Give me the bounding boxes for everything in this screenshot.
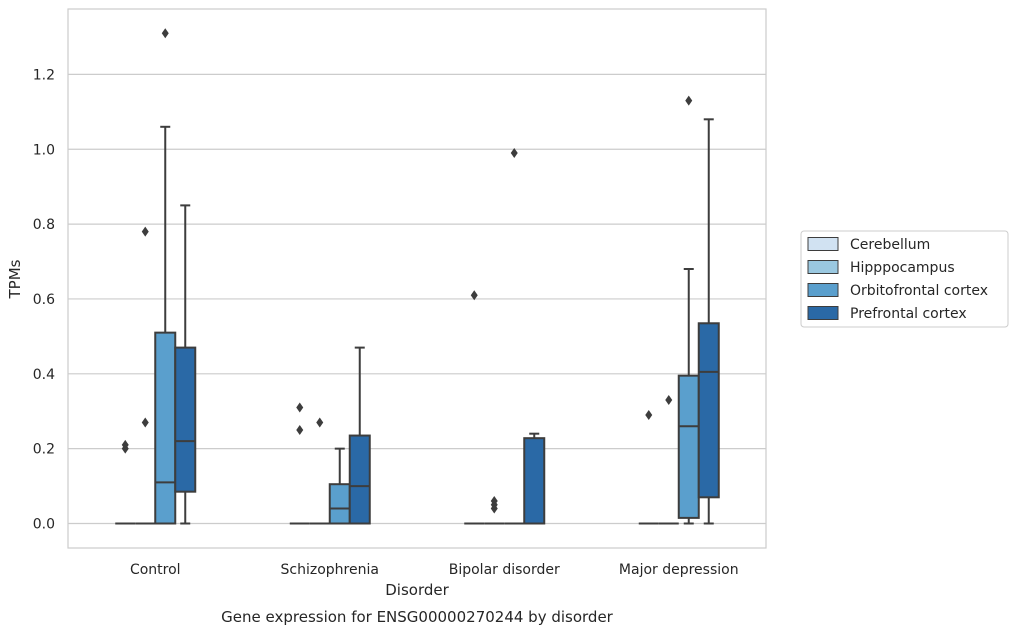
box-group bbox=[135, 226, 156, 525]
box-group bbox=[658, 394, 679, 525]
x-tick-label: Control bbox=[130, 562, 181, 578]
y-axis-label: TPMs bbox=[6, 259, 24, 299]
legend-swatch bbox=[807, 306, 839, 320]
box-group bbox=[697, 118, 720, 525]
box-group bbox=[309, 417, 330, 525]
outlier-point bbox=[645, 409, 653, 420]
x-tick-label: Major depression bbox=[619, 562, 739, 578]
box-group bbox=[677, 95, 700, 525]
outlier-point bbox=[161, 28, 169, 39]
box-group bbox=[484, 496, 505, 525]
box-group bbox=[328, 447, 351, 525]
box-group bbox=[523, 432, 546, 525]
y-tick-label: 0.4 bbox=[33, 367, 55, 383]
box-group bbox=[174, 204, 197, 525]
box-group bbox=[504, 147, 525, 525]
chart-caption: Gene expression for ENSG00000270244 by d… bbox=[221, 608, 614, 626]
outlier-point bbox=[141, 226, 149, 237]
legend-swatch bbox=[807, 260, 839, 274]
legend-swatch bbox=[807, 237, 839, 251]
outlier-point bbox=[316, 417, 324, 428]
outlier-point bbox=[685, 95, 693, 106]
box-group bbox=[464, 290, 485, 525]
legend-label: Hipppocampus bbox=[850, 260, 955, 276]
legend-swatch bbox=[807, 283, 839, 297]
boxes-group bbox=[115, 28, 720, 525]
legend-label: Cerebellum bbox=[850, 237, 930, 253]
box-iqr bbox=[348, 434, 371, 525]
box-iqr bbox=[677, 374, 700, 519]
y-tick-labels: 0.0 0.2 0.4 0.6 0.8 1.0 1.2 bbox=[33, 67, 55, 532]
y-tick-label: 0.8 bbox=[33, 217, 55, 233]
box-iqr bbox=[328, 483, 351, 525]
outlier-point bbox=[296, 402, 304, 413]
legend-label: Orbitofrontal cortex bbox=[850, 283, 988, 299]
box-iqr bbox=[154, 331, 177, 525]
outlier-point bbox=[296, 424, 304, 435]
y-tick-label: 0.6 bbox=[33, 292, 55, 308]
outlier-point bbox=[470, 290, 478, 301]
x-tick-label: Schizophrenia bbox=[281, 562, 379, 578]
legend-frame bbox=[800, 230, 1009, 328]
y-tick-label: 0.0 bbox=[33, 517, 55, 533]
box-group bbox=[115, 439, 136, 525]
outlier-point bbox=[121, 439, 129, 450]
box-group bbox=[154, 28, 177, 525]
legend: Cerebellum Hipppocampus Orbitofrontal cort… bbox=[800, 230, 1009, 328]
x-tick-label: Bipolar disorder bbox=[449, 562, 560, 578]
x-axis-label: Disorder bbox=[385, 581, 449, 599]
plot-frame bbox=[67, 8, 767, 549]
outlier-point bbox=[141, 417, 149, 428]
box-group bbox=[289, 402, 310, 525]
outlier-point bbox=[665, 394, 673, 405]
box-iqr bbox=[697, 322, 720, 499]
outlier-point bbox=[510, 147, 518, 158]
box-iqr bbox=[174, 346, 197, 493]
y-tick-label: 1.2 bbox=[33, 67, 55, 83]
y-tick-label: 1.0 bbox=[33, 142, 55, 158]
box-group bbox=[638, 409, 659, 525]
box-group bbox=[348, 346, 371, 525]
box-iqr bbox=[523, 437, 546, 525]
legend-label: Prefrontal cortex bbox=[850, 306, 967, 322]
x-tick-labels: Control Schizophrenia Bipolar disorder Majo… bbox=[130, 562, 739, 578]
y-tick-label: 0.2 bbox=[33, 442, 55, 458]
outlier-point bbox=[490, 496, 498, 507]
